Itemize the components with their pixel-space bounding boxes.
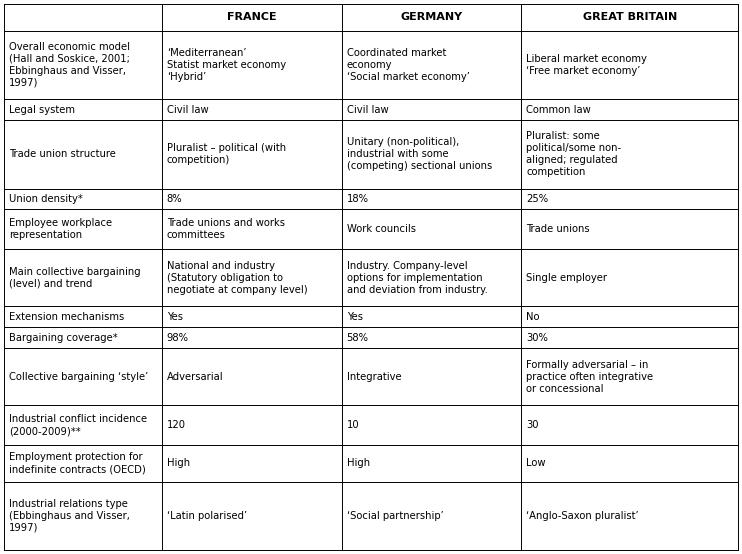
Text: Extension mechanisms: Extension mechanisms — [9, 312, 124, 322]
Text: FRANCE: FRANCE — [227, 12, 277, 22]
Text: Trade unions and works
committees: Trade unions and works committees — [167, 218, 285, 240]
Text: Employment protection for
indefinite contracts (OECD): Employment protection for indefinite con… — [9, 453, 145, 474]
Text: No: No — [527, 312, 540, 322]
Text: Industrial conflict incidence
(2000-2009)**: Industrial conflict incidence (2000-2009… — [9, 414, 147, 437]
Text: Main collective bargaining
(level) and trend: Main collective bargaining (level) and t… — [9, 267, 141, 289]
Text: Employee workplace
representation: Employee workplace representation — [9, 218, 112, 240]
Text: GREAT BRITAIN: GREAT BRITAIN — [582, 12, 677, 22]
Text: Adversarial: Adversarial — [167, 372, 223, 382]
Text: Single employer: Single employer — [527, 273, 608, 283]
Text: Yes: Yes — [167, 312, 183, 322]
Text: GERMANY: GERMANY — [401, 12, 462, 22]
Text: 58%: 58% — [347, 333, 369, 343]
Text: Overall economic model
(Hall and Soskice, 2001;
Ebbinghaus and Visser,
1997): Overall economic model (Hall and Soskice… — [9, 42, 130, 88]
Text: ‘Latin polarised’: ‘Latin polarised’ — [167, 511, 247, 521]
Text: Work councils: Work councils — [347, 224, 416, 234]
Text: Formally adversarial – in
practice often integrative
or concessional: Formally adversarial – in practice often… — [527, 360, 654, 394]
Text: 18%: 18% — [347, 194, 369, 204]
Text: Coordinated market
economy
‘Social market economy’: Coordinated market economy ‘Social marke… — [347, 48, 470, 82]
Text: National and industry
(Statutory obligation to
negotiate at company level): National and industry (Statutory obligat… — [167, 261, 307, 295]
Text: Industry. Company-level
options for implementation
and deviation from industry.: Industry. Company-level options for impl… — [347, 261, 487, 295]
Text: Industrial relations type
(Ebbinghaus and Visser,
1997): Industrial relations type (Ebbinghaus an… — [9, 499, 130, 533]
Text: 8%: 8% — [167, 194, 183, 204]
Text: Pluralist – political (with
competition): Pluralist – political (with competition) — [167, 143, 286, 165]
Text: Pluralist: some
political/some non-
aligned; regulated
competition: Pluralist: some political/some non- alig… — [527, 131, 622, 177]
Text: High: High — [167, 459, 190, 469]
Text: Trade union structure: Trade union structure — [9, 149, 116, 160]
Text: Integrative: Integrative — [347, 372, 401, 382]
Text: 25%: 25% — [527, 194, 548, 204]
Text: 120: 120 — [167, 420, 186, 430]
Text: Civil law: Civil law — [167, 105, 209, 115]
Text: Low: Low — [527, 459, 546, 469]
Text: Collective bargaining ‘style’: Collective bargaining ‘style’ — [9, 372, 148, 382]
Text: Bargaining coverage*: Bargaining coverage* — [9, 333, 118, 343]
Text: Legal system: Legal system — [9, 105, 75, 115]
Text: 30%: 30% — [527, 333, 548, 343]
Text: ‘Mediterranean’
Statist market economy
‘Hybrid’: ‘Mediterranean’ Statist market economy ‘… — [167, 48, 286, 82]
Text: Common law: Common law — [527, 105, 591, 115]
Text: 10: 10 — [347, 420, 359, 430]
Text: Liberal market economy
‘Free market economy’: Liberal market economy ‘Free market econ… — [527, 54, 647, 76]
Text: 30: 30 — [527, 420, 539, 430]
Text: Yes: Yes — [347, 312, 363, 322]
Text: Unitary (non-political),
industrial with some
(competing) sectional unions: Unitary (non-political), industrial with… — [347, 137, 492, 171]
Text: ‘Social partnership’: ‘Social partnership’ — [347, 511, 444, 521]
Text: Union density*: Union density* — [9, 194, 83, 204]
Text: ‘Anglo-Saxon pluralist’: ‘Anglo-Saxon pluralist’ — [527, 511, 639, 521]
Text: 98%: 98% — [167, 333, 188, 343]
Text: Civil law: Civil law — [347, 105, 388, 115]
Text: Trade unions: Trade unions — [527, 224, 590, 234]
Text: High: High — [347, 459, 370, 469]
